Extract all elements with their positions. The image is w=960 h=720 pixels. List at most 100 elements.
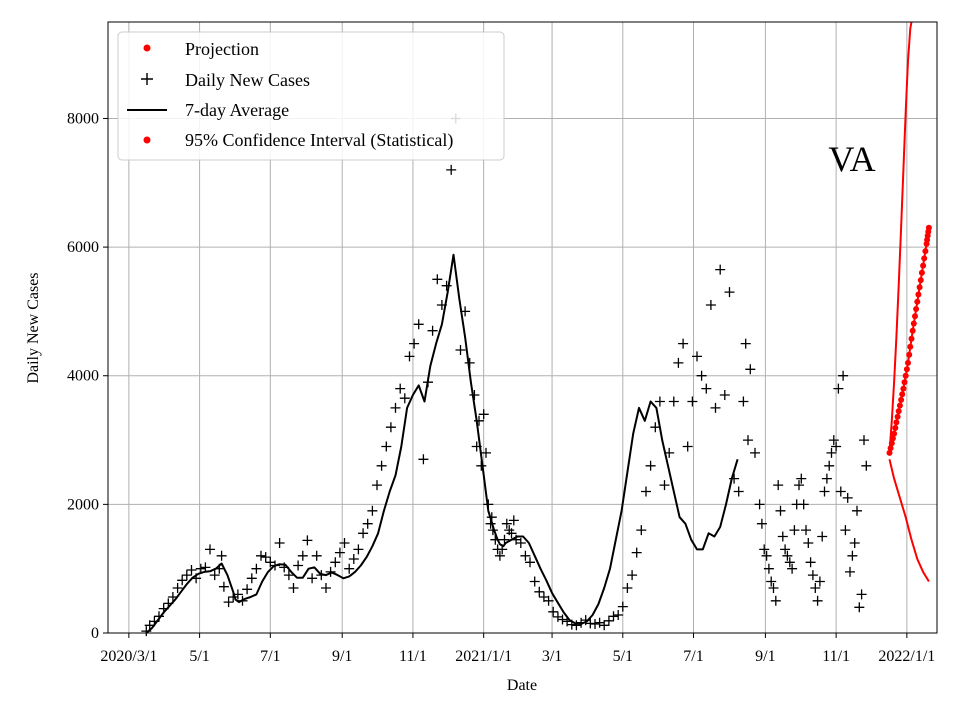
daily-case-point	[861, 460, 872, 471]
daily-case-point	[228, 592, 239, 602]
daily-case-point	[256, 550, 266, 561]
legend-cases-marker	[141, 73, 153, 85]
daily-case-point	[859, 435, 869, 446]
daily-case-point	[446, 164, 457, 175]
projection-point	[914, 298, 921, 305]
projection-point	[895, 408, 902, 415]
daily-case-point	[353, 544, 364, 555]
daily-case-point	[293, 560, 304, 571]
daily-case-point	[494, 550, 505, 561]
y-tick-label: 0	[91, 625, 99, 642]
daily-case-point	[260, 552, 271, 563]
daily-case-point	[705, 300, 716, 310]
x-tick-label: 2020/3/1	[100, 648, 157, 665]
daily-case-point	[796, 473, 807, 484]
x-tick-label: 9/1	[755, 648, 775, 665]
daily-case-point	[724, 287, 735, 298]
daily-case-point	[476, 460, 487, 471]
daily-case-point	[195, 563, 206, 574]
daily-case-point	[775, 505, 786, 516]
daily-case-point	[385, 422, 396, 433]
daily-case-point	[506, 528, 517, 539]
daily-case-point	[768, 583, 779, 593]
daily-case-point	[214, 563, 225, 574]
daily-case-point	[696, 370, 707, 381]
projection-point	[920, 262, 927, 269]
daily-case-point	[659, 480, 670, 491]
daily-case-point	[469, 390, 480, 400]
daily-case-point	[409, 338, 420, 349]
legend: Projection Daily New Cases 7-day Average…	[117, 31, 505, 161]
daily-case-point	[828, 435, 839, 446]
ci-upper-line	[888, 21, 913, 453]
daily-case-point	[216, 550, 227, 561]
daily-case-point	[177, 575, 188, 586]
daily-case-point	[636, 525, 647, 536]
daily-case-point	[497, 544, 508, 555]
daily-case-point	[471, 441, 482, 452]
daily-case-point	[372, 480, 382, 491]
daily-case-point	[770, 595, 781, 606]
y-tick-label: 6000	[67, 239, 99, 256]
projection-point	[899, 391, 906, 398]
daily-case-point	[418, 454, 429, 465]
projection-point	[913, 306, 920, 312]
projection-point	[894, 413, 901, 420]
projection-point	[912, 313, 918, 320]
daily-case-point	[613, 610, 624, 620]
daily-case-point	[719, 390, 730, 400]
x-tick-label: 7/1	[683, 648, 703, 665]
daily-case-point	[474, 415, 484, 426]
daily-case-point	[599, 620, 610, 631]
daily-case-point	[367, 505, 378, 516]
daily-case-point	[627, 570, 638, 581]
daily-case-point	[172, 583, 183, 593]
projection-point	[925, 224, 932, 231]
daily-case-point	[460, 306, 471, 317]
projection-point	[892, 425, 899, 431]
daily-case-point	[777, 531, 788, 542]
daily-case-point	[854, 602, 865, 613]
daily-case-point	[362, 518, 373, 529]
daily-case-point	[283, 570, 294, 581]
projection-point	[910, 320, 917, 327]
daily-case-point	[376, 460, 387, 471]
projection-point	[908, 335, 915, 342]
daily-case-point	[780, 544, 791, 555]
projection-point	[909, 327, 916, 334]
daily-case-point	[784, 557, 795, 568]
daily-case-point	[756, 518, 767, 529]
projection-point	[905, 359, 911, 366]
daily-case-point	[307, 573, 318, 584]
daily-case-point	[571, 620, 582, 631]
x-tick-label: 2021/1/1	[455, 648, 512, 665]
daily-case-point	[594, 617, 605, 628]
projection-point	[917, 277, 924, 284]
projection-point	[893, 419, 900, 426]
x-tick-label: 2022/1/1	[878, 648, 935, 665]
daily-case-point	[754, 499, 765, 510]
projection-point	[900, 385, 907, 392]
daily-case-point	[801, 525, 811, 536]
daily-case-point	[311, 550, 322, 561]
daily-case-point	[833, 383, 844, 394]
daily-case-point	[821, 473, 832, 484]
daily-case-point	[819, 486, 830, 497]
daily-case-point	[743, 435, 753, 446]
daily-case-point	[763, 563, 774, 574]
daily-case-point	[840, 525, 851, 536]
daily-case-point	[761, 550, 772, 561]
daily-case-point	[158, 603, 169, 614]
daily-case-point	[845, 566, 855, 577]
daily-case-point	[622, 583, 633, 593]
projection-point	[891, 430, 898, 437]
daily-case-point	[842, 492, 853, 503]
daily-case-point	[787, 563, 798, 574]
daily-case-point	[817, 531, 828, 542]
projection-point	[903, 366, 910, 373]
projection-point	[906, 351, 913, 358]
daily-case-point	[603, 615, 614, 626]
daily-case-point	[427, 325, 438, 336]
daily-case-point	[750, 447, 760, 458]
daily-case-point	[481, 447, 491, 458]
